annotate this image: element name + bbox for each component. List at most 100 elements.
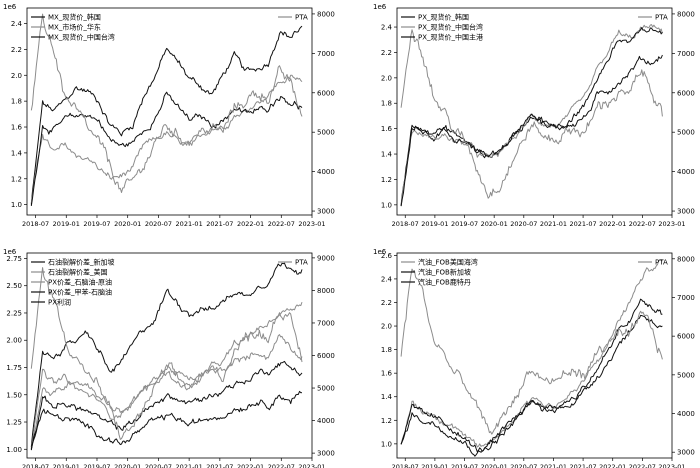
x-tick-label: 2018-07 (392, 220, 419, 228)
right-tick-label: 6000 (317, 352, 335, 360)
x-tick-label: 2019-01 (421, 463, 448, 468)
x-tick-label: 2021-07 (569, 220, 596, 228)
x-tick-label: 2019-07 (451, 463, 478, 468)
right-tick-label: 6000 (677, 333, 695, 341)
left-tick-label: 1.8 (381, 346, 392, 354)
left-tick-label: 2.00 (6, 337, 22, 345)
right-tick-label: 5000 (677, 371, 695, 379)
series-line-3 (30, 91, 303, 206)
legend-label: 汽油_FOB美国海湾 (418, 258, 478, 267)
left-tick-label: 1.00 (6, 446, 22, 454)
right-tick-label: 3000 (677, 208, 695, 216)
left-tick-label: 2.4 (381, 275, 393, 283)
x-tick-label: 2023-01 (298, 220, 325, 228)
right-tick-label: 7000 (317, 319, 335, 327)
left-tick-label: 2.50 (6, 282, 22, 290)
legend-right: PTA (278, 14, 308, 22)
series-line-2 (30, 74, 303, 203)
left-tick-label: 1.0 (381, 201, 392, 209)
right-tick-label: 5000 (317, 385, 335, 393)
left-tick-label: 1.6 (381, 125, 393, 133)
right-tick-label: 5000 (317, 129, 335, 137)
left-tick-label: 2.0 (381, 74, 392, 82)
legend-label: MX_现货价_中国台湾 (48, 33, 115, 42)
x-tick-label: 2023-01 (658, 463, 685, 468)
x-tick-label: 2023-01 (298, 463, 325, 468)
right-tick-label: 4000 (677, 168, 695, 176)
left-tick-label: 2.2 (11, 46, 22, 54)
legend-right: PTA (278, 259, 308, 267)
x-tick-label: 2020-01 (114, 220, 141, 228)
legend-label: PX_现货价_中国台湾 (418, 23, 483, 32)
series-line-6 (30, 267, 303, 440)
x-tick-label: 2022-01 (599, 220, 626, 228)
series-line-4 (400, 29, 663, 199)
left-tick-label: 1.8 (381, 100, 392, 108)
plot-frame (26, 7, 313, 216)
left-tick-label: 1.4 (381, 393, 393, 401)
x-tick-label: 2021-01 (176, 463, 203, 468)
right-tick-label: 3000 (317, 450, 335, 458)
right-tick-label: 8000 (677, 255, 695, 263)
x-tick-label: 2022-01 (237, 463, 264, 468)
right-tick-label: 6000 (317, 89, 335, 97)
right-tick-label: 4000 (317, 417, 335, 425)
left-tick-label: 1.2 (381, 176, 392, 184)
right-tick-label: 6000 (677, 89, 695, 97)
x-tick-label: 2021-01 (540, 463, 567, 468)
series-line-2 (400, 24, 663, 207)
chart-panel-2: 1e6 1.0 1.2 1.4 1.6 1.8 2.0 2.2 2.4 3000 4000 5000 6… (373, 3, 695, 228)
left-tick-label: 2.0 (11, 72, 22, 80)
legend-label: PTA (295, 259, 308, 267)
legend-label: 汽油_FOB新加坡 (418, 268, 471, 277)
right-tick-label: 5000 (677, 129, 695, 137)
x-tick-label: 2019-01 (421, 220, 448, 228)
x-tick-label: 2020-07 (510, 463, 537, 468)
left-tick-label: 2.2 (381, 49, 392, 57)
legend-label: PTA (655, 259, 668, 267)
x-tick-label: 2019-01 (53, 220, 80, 228)
legend-label: PX利润 (48, 298, 71, 307)
right-tick-label: 4000 (317, 168, 335, 176)
left-tick-label: 1.2 (381, 417, 392, 425)
x-tick-label: 2022-07 (629, 463, 656, 468)
legend-label: PX_现货价_中国主港 (418, 33, 483, 42)
legend-label: PX价差_石脑油-原油 (48, 278, 112, 287)
x-tick-label: 2023-01 (658, 220, 685, 228)
legend-right: PTA (638, 14, 668, 22)
x-tick-label: 2019-01 (53, 463, 80, 468)
left-tick-label: 1.4 (11, 149, 23, 157)
x-tick-label: 2019-07 (83, 220, 110, 228)
legend-label: MX_现货价_韩国 (48, 13, 101, 22)
left-tick-label: 1.8 (11, 98, 22, 106)
x-tick-label: 2020-01 (481, 463, 508, 468)
series-line-4 (30, 360, 303, 451)
left-tick-label: 1.0 (11, 201, 22, 209)
x-tick-label: 2018-07 (392, 463, 419, 468)
right-tick-label: 7000 (677, 294, 695, 302)
exponent-label: 1e6 (3, 248, 17, 256)
x-tick-label: 2022-07 (629, 220, 656, 228)
left-tick-label: 2.4 (11, 20, 23, 28)
left-tick-label: 2.4 (381, 24, 393, 32)
left-tick-label: 1.2 (11, 175, 22, 183)
series-line-4 (30, 13, 303, 193)
x-tick-label: 2021-01 (540, 220, 567, 228)
series-line-2 (30, 301, 303, 450)
legend-left: 石油裂解价差_新加坡石油裂解价差_美国PX价差_石脑油-原油PX价差_甲苯-石脑… (31, 258, 115, 307)
plot-frame (396, 7, 673, 216)
right-tick-label: 7000 (317, 50, 335, 58)
right-tick-label: 8000 (317, 287, 335, 295)
left-tick-label: 1.6 (11, 124, 23, 132)
x-tick-label: 2022-07 (268, 220, 295, 228)
exponent-label: 1e6 (3, 3, 17, 11)
right-tick-label: 3000 (317, 208, 335, 216)
left-tick-label: 2.75 (6, 255, 22, 263)
chart-panel-4: 1e6 1.0 1.2 1.4 1.6 1.8 2.0 2.2 2.4 2.6 3000 4000 50… (373, 248, 695, 468)
x-tick-label: 2018-07 (22, 220, 49, 228)
left-tick-label: 2.2 (381, 299, 392, 307)
legend-label: PX_现货价_韩国 (418, 13, 469, 22)
x-tick-label: 2021-01 (176, 220, 203, 228)
x-tick-label: 2022-07 (268, 463, 295, 468)
